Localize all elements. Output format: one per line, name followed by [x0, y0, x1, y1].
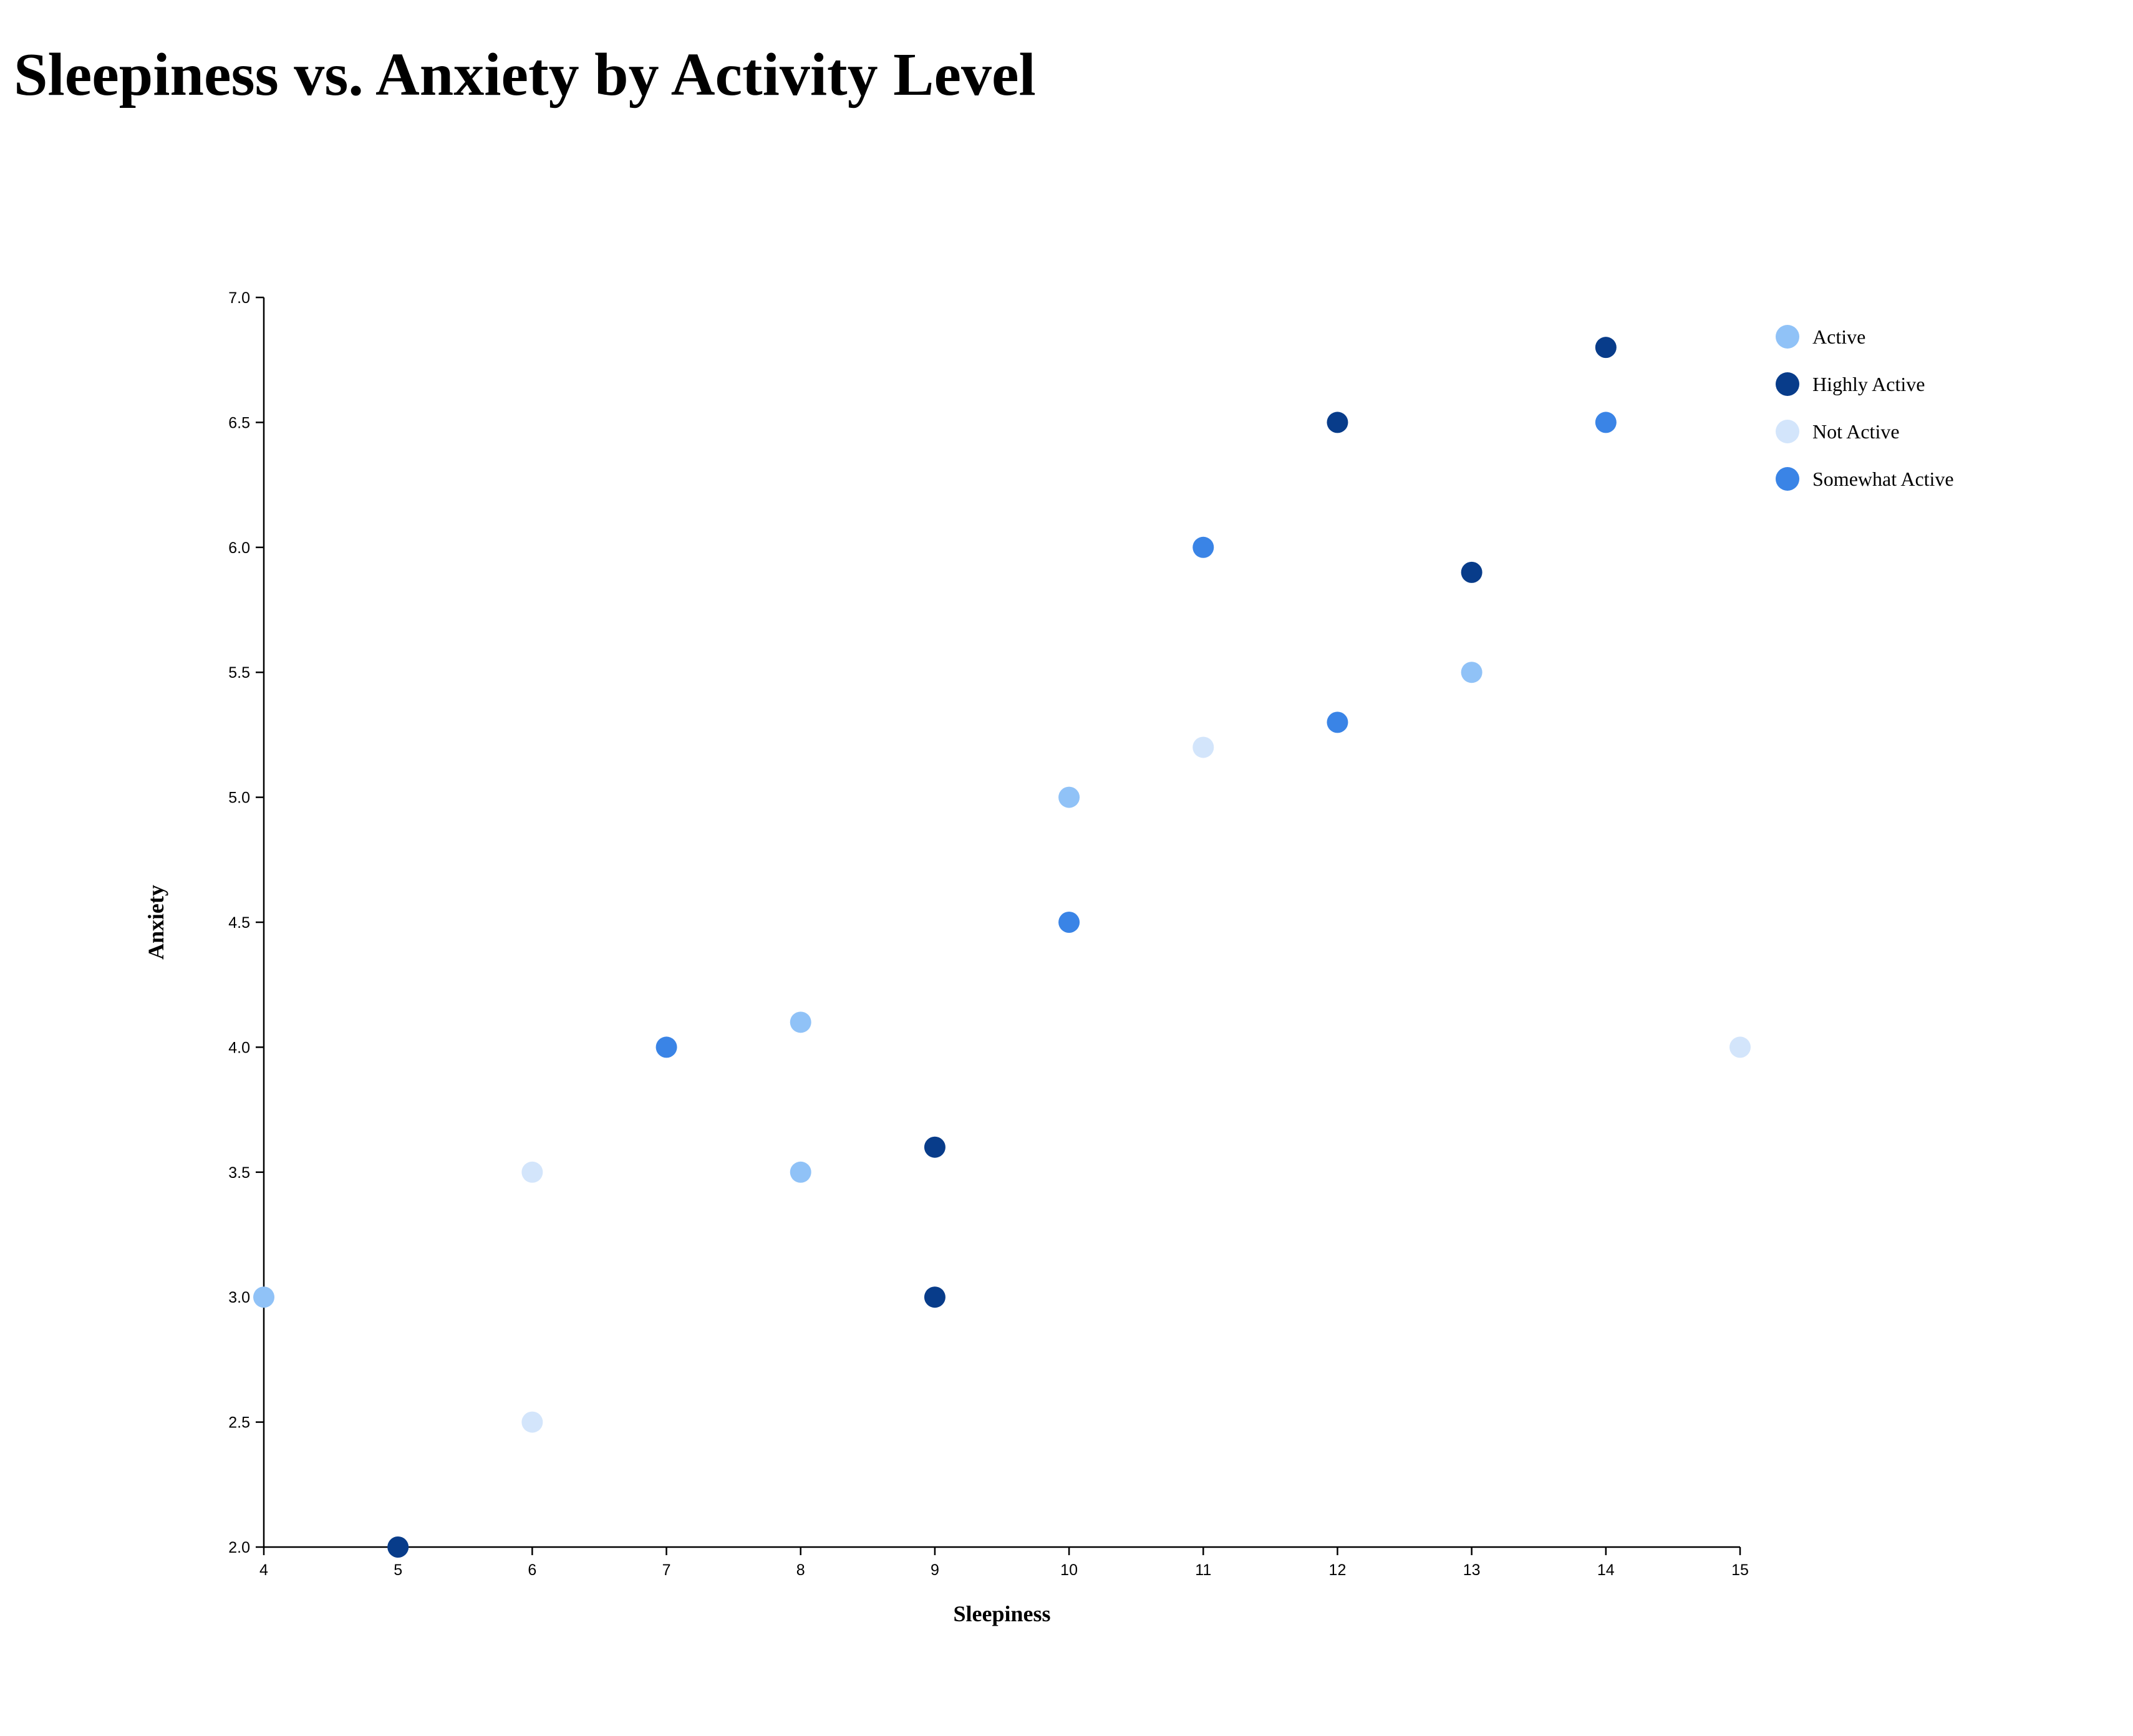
data-point-not-active	[521, 1161, 543, 1183]
data-point-highly-active	[1327, 412, 1348, 433]
legend-label: Highly Active	[1812, 373, 1925, 395]
data-point-somewhat-active	[1327, 711, 1348, 733]
y-tick-label: 3.5	[228, 1164, 250, 1182]
data-point-active	[790, 1011, 811, 1033]
x-tick-label: 11	[1195, 1561, 1211, 1579]
data-point-somewhat-active	[1192, 536, 1214, 558]
x-tick-label: 5	[394, 1561, 402, 1579]
data-point-somewhat-active	[1595, 412, 1617, 433]
y-tick-label: 4.0	[228, 1039, 250, 1056]
y-axis-title: Anxiety	[143, 885, 168, 960]
y-tick-label: 4.5	[228, 914, 250, 932]
legend-label: Not Active	[1812, 420, 1900, 443]
data-point-somewhat-active	[655, 1036, 677, 1058]
y-tick-label: 6.0	[228, 539, 250, 557]
legend-swatch	[1776, 372, 1799, 396]
x-tick-label: 14	[1597, 1561, 1615, 1579]
legend-label: Active	[1812, 326, 1865, 348]
data-point-not-active	[521, 1411, 543, 1433]
legend-swatch	[1776, 325, 1799, 349]
data-points	[253, 337, 1751, 1558]
x-axis-title: Sleepiness	[953, 1601, 1050, 1626]
data-point-highly-active	[1461, 561, 1482, 583]
data-point-somewhat-active	[1058, 912, 1080, 933]
legend-item-active: Active	[1776, 325, 1865, 349]
legend-item-somewhat-active: Somewhat Active	[1776, 467, 1954, 491]
legend-swatch	[1776, 420, 1799, 443]
legend-label: Somewhat Active	[1812, 468, 1954, 490]
x-tick-label: 15	[1731, 1561, 1749, 1579]
data-point-not-active	[1192, 736, 1214, 758]
x-tick-label: 10	[1060, 1561, 1078, 1579]
x-tick-label: 7	[662, 1561, 671, 1579]
legend-swatch	[1776, 467, 1799, 491]
y-tick-label: 2.5	[228, 1414, 250, 1432]
y-tick-label: 7.0	[228, 289, 250, 307]
data-point-active	[790, 1161, 811, 1183]
data-point-highly-active	[924, 1286, 946, 1308]
legend-item-highly-active: Highly Active	[1776, 372, 1925, 396]
y-tick-label: 5.5	[228, 664, 250, 682]
data-point-active	[1461, 662, 1482, 683]
legend: Active Highly Active Not Active Somewhat Ac…	[1776, 325, 1954, 491]
x-tick-label: 8	[796, 1561, 805, 1579]
x-tick-label: 13	[1463, 1561, 1481, 1579]
x-tick-label: 9	[931, 1561, 939, 1579]
data-point-highly-active	[387, 1536, 409, 1558]
y-tick-label: 2.0	[228, 1539, 250, 1556]
x-tick-label: 12	[1329, 1561, 1347, 1579]
legend-item-not-active: Not Active	[1776, 420, 1900, 443]
plot-area: 2.0 2.5 3.0 3.5 4.0 4.5 5.0 5.5 6.0 6.5 7.0 4 5 6 7 8 9…	[228, 289, 1751, 1579]
data-point-active	[1058, 786, 1080, 808]
chart-title: Sleepiness vs. Anxiety by Activity Level	[14, 41, 1036, 109]
y-tick-label: 5.0	[228, 789, 250, 807]
x-axis: 4 5 6 7 8 9 10 11 12 13 14 15	[259, 1546, 1749, 1579]
x-tick-label: 6	[528, 1561, 536, 1579]
y-tick-label: 3.0	[228, 1289, 250, 1306]
x-tick-label: 4	[259, 1561, 268, 1579]
data-point-highly-active	[1595, 337, 1617, 359]
y-axis: 2.0 2.5 3.0 3.5 4.0 4.5 5.0 5.5 6.0 6.5 7.0	[228, 289, 265, 1556]
y-tick-label: 6.5	[228, 414, 250, 432]
data-point-highly-active	[924, 1136, 946, 1158]
data-point-not-active	[1729, 1036, 1751, 1058]
data-point-active	[253, 1286, 274, 1308]
